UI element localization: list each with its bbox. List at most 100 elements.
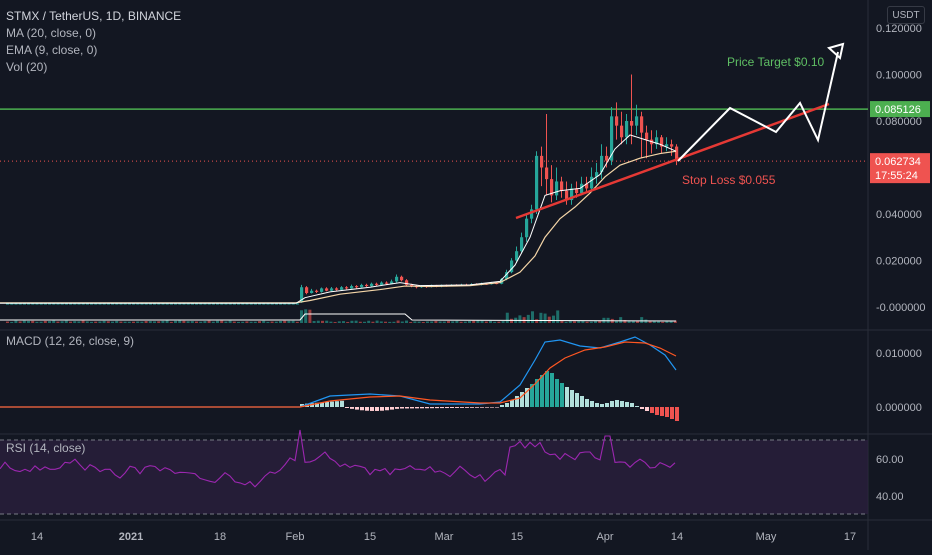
macd-legend[interactable]: MACD (12, 26, close, 9): [6, 333, 134, 350]
ma-20-line: [0, 151, 676, 303]
volume-bar: [359, 322, 362, 323]
volume-bar: [544, 314, 547, 323]
volume-bar: [119, 322, 122, 323]
volume-bar: [203, 321, 206, 323]
macd-tick-label: 0.000000: [876, 402, 922, 414]
volume-bar: [489, 321, 492, 323]
volume-bar: [6, 322, 9, 323]
volume-bar: [481, 321, 484, 323]
volume-bar: [401, 322, 404, 323]
volume-bar: [355, 321, 358, 323]
volume-bar: [224, 322, 227, 323]
candle-body: [385, 283, 388, 284]
volume-bar: [586, 322, 589, 323]
volume-bar: [212, 322, 215, 323]
macd-histogram-bar: [570, 390, 574, 407]
volume-bar: [413, 321, 416, 323]
volume-bar: [48, 321, 51, 323]
macd-histogram-bar: [495, 407, 499, 408]
volume-bar: [73, 321, 76, 323]
macd-histogram-bar: [590, 401, 594, 407]
volume-bar: [233, 322, 236, 323]
macd-histogram-bar: [480, 407, 484, 408]
rsi-legend[interactable]: RSI (14, close): [6, 440, 85, 457]
volume-bar: [98, 321, 101, 323]
vol-legend[interactable]: Vol (20): [6, 59, 181, 76]
volume-bar: [510, 319, 513, 323]
volume-bar: [174, 321, 177, 323]
volume-bar: [661, 322, 664, 323]
candle-body: [630, 121, 633, 126]
volume-bar: [157, 321, 160, 323]
macd-histogram-bar: [405, 407, 409, 408]
countdown-text: 17:55:24: [875, 170, 918, 182]
volume-bar: [556, 310, 559, 323]
candle-body: [340, 287, 343, 290]
macd-histogram-bar: [580, 396, 584, 407]
volume-bar: [292, 321, 295, 323]
candle-body: [355, 286, 358, 287]
macd-histogram-bar: [565, 387, 569, 407]
macd-histogram-bar: [335, 401, 339, 407]
macd-histogram-bar: [460, 407, 464, 408]
symbol-title[interactable]: STMX / TetherUS, 1D, BINANCE: [6, 8, 181, 25]
volume-bar: [170, 322, 173, 323]
volume-bar: [573, 321, 576, 323]
volume-bar: [506, 313, 509, 323]
projection-arrowhead: [829, 44, 843, 58]
volume-bar: [451, 321, 454, 323]
volume-bar: [145, 321, 148, 323]
macd-histogram-bar: [475, 407, 479, 408]
currency-button[interactable]: USDT: [887, 6, 925, 24]
volume-bar: [304, 309, 307, 323]
ema-legend[interactable]: EMA (9, close, 0): [6, 42, 181, 59]
volume-bar: [19, 321, 22, 323]
macd-histogram-bar: [385, 407, 389, 410]
macd-histogram-bar: [365, 407, 369, 411]
volume-bar: [468, 321, 471, 323]
volume-bar: [388, 322, 391, 323]
volume-bar: [577, 321, 580, 323]
volume-bar: [245, 321, 248, 323]
volume-bar: [140, 322, 143, 323]
macd-histogram-bar: [545, 371, 549, 407]
volume-bar: [166, 321, 169, 323]
macd-histogram-bar: [330, 402, 334, 407]
volume-bar: [35, 322, 38, 323]
last-price-text: 0.062734: [875, 156, 921, 168]
volume-bar: [439, 321, 442, 323]
macd-histogram-bar: [615, 400, 619, 407]
time-tick-label: May: [756, 531, 777, 543]
time-tick-label: 14: [31, 531, 43, 543]
time-tick-label: Feb: [286, 531, 305, 543]
macd-histogram-bar: [435, 407, 439, 408]
candle-body: [330, 288, 333, 290]
macd-histogram-bar: [380, 407, 384, 411]
volume-bar: [334, 322, 337, 323]
macd-histogram-bar: [510, 400, 514, 407]
volume-bar: [376, 321, 379, 323]
rsi-tick-label: 60.00: [876, 454, 904, 466]
candle-body: [620, 126, 623, 138]
volume-bar: [460, 322, 463, 323]
ma-legend[interactable]: MA (20, close, 0): [6, 25, 181, 42]
macd-histogram-bar: [605, 403, 609, 407]
candle-body: [395, 277, 398, 282]
volume-bar: [208, 321, 211, 323]
macd-histogram-bar: [540, 375, 544, 407]
volume-bar: [380, 321, 383, 323]
volume-bar: [329, 322, 332, 323]
candle-body: [400, 277, 403, 280]
volume-bar: [250, 322, 253, 323]
macd-histogram-bar: [450, 407, 454, 408]
volume-bar: [443, 322, 446, 323]
signal-line: [0, 342, 676, 407]
volume-bar: [392, 322, 395, 323]
volume-bar: [153, 321, 156, 323]
candle-body: [545, 168, 548, 180]
volume-bar: [161, 321, 164, 323]
volume-bar: [191, 321, 194, 323]
volume-bar: [56, 322, 59, 323]
